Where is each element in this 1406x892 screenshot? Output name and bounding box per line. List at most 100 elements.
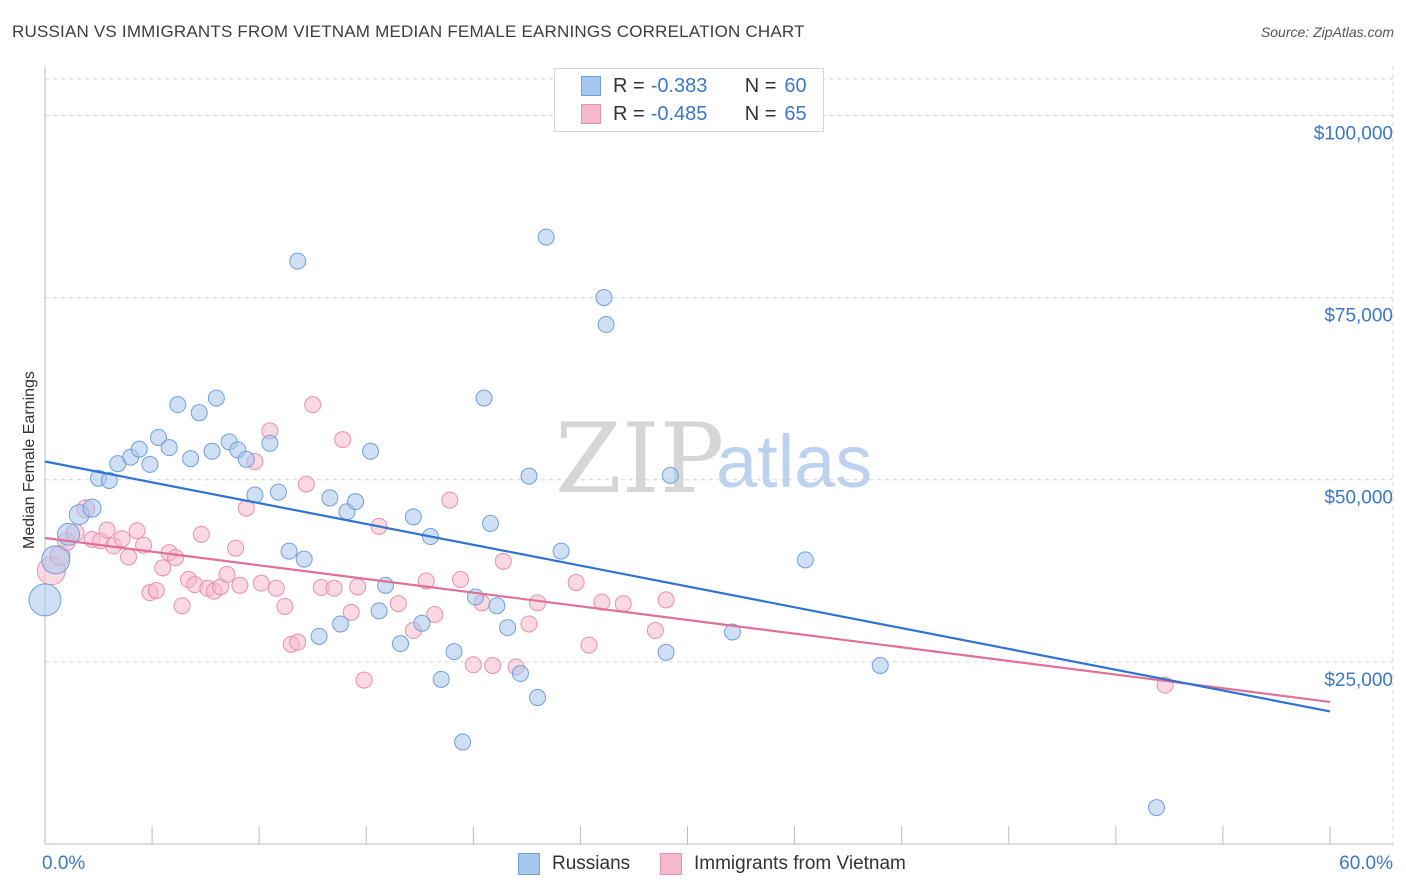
russians-point	[445, 643, 463, 661]
russians-points	[28, 228, 1166, 817]
vietnam-point	[297, 475, 315, 493]
russians-point	[130, 440, 148, 458]
bottom-legend-russians: Russians	[518, 852, 630, 876]
russians-point	[280, 542, 298, 560]
russians-point	[661, 466, 679, 484]
russians-point	[537, 228, 555, 246]
vietnam-point	[464, 656, 482, 674]
russians-point	[404, 508, 422, 526]
vietnam-point	[389, 595, 407, 613]
russians-trend-line	[44, 460, 1331, 713]
vietnam-point	[120, 548, 138, 566]
russians-point	[82, 498, 102, 518]
vietnam-trend-line	[44, 536, 1331, 704]
vietnam-swatch	[581, 104, 601, 124]
y-tick-label: $50,000	[1324, 488, 1393, 509]
vietnam-point	[484, 657, 502, 674]
vietnam-point	[441, 491, 459, 509]
russians-point	[160, 439, 178, 457]
watermark-atlas: atlas	[716, 420, 872, 503]
russians-point	[871, 657, 889, 674]
x-tick-label-min: 0.0%	[42, 853, 85, 874]
russians-point	[269, 483, 287, 501]
russians-point	[475, 389, 493, 407]
russians-point	[332, 615, 350, 633]
russians-point	[529, 689, 547, 707]
vietnam-legend-swatch	[660, 853, 682, 875]
russians-point	[190, 404, 208, 422]
russians-point	[169, 396, 187, 414]
russians-n-label: N =	[744, 74, 777, 97]
vietnam-r-label: R =	[613, 102, 645, 125]
legend-row-vietnam: R = -0.485 N = 65	[581, 101, 807, 127]
russians-point	[150, 428, 168, 446]
vietnam-point	[167, 549, 185, 567]
vietnam-point	[98, 521, 116, 539]
russians-point	[499, 619, 517, 637]
vietnam-point	[218, 565, 236, 583]
russians-point	[362, 442, 380, 460]
vietnam-point	[113, 530, 131, 548]
legend-row-russians: R = -0.383 N = 60	[581, 73, 807, 99]
russians-r-label: R =	[613, 74, 645, 97]
vietnam-point	[417, 572, 435, 590]
vietnam-point	[529, 594, 547, 612]
vietnam-point	[276, 597, 294, 615]
vietnam-point	[342, 603, 360, 621]
russians-point	[182, 450, 200, 468]
vietnam-point	[227, 539, 245, 557]
vietnam-point	[349, 578, 367, 596]
vietnam-point	[154, 559, 172, 577]
source-label: Source: ZipAtlas.com	[1260, 24, 1394, 40]
russians-point	[511, 665, 529, 683]
russians-point	[100, 471, 118, 489]
vietnam-point	[657, 591, 675, 609]
russians-point	[488, 597, 506, 615]
russians-point	[595, 289, 613, 307]
russians-point	[520, 467, 538, 485]
y-tick-label: $75,000	[1324, 306, 1393, 327]
vietnam-point	[494, 552, 512, 570]
tick-labels: $25,000 $50,000 $75,000 $100,000 0.0% 60.0%	[42, 123, 1393, 874]
russians-point	[203, 442, 221, 460]
bottom-legend-vietnam: Immigrants from Vietnam	[660, 852, 906, 876]
stats-legend: R = -0.383 N = 60 R = -0.485 N = 65	[554, 68, 824, 132]
vietnam-n-label: N =	[744, 102, 777, 125]
vietnam-point	[304, 396, 322, 414]
russians-point	[481, 514, 499, 532]
y-tick-label: $100,000	[1314, 123, 1393, 144]
russians-point	[261, 434, 279, 452]
vietnam-point	[192, 525, 210, 543]
y-tick-label: $25,000	[1324, 670, 1393, 691]
russians-point	[295, 550, 313, 568]
russians-point	[310, 627, 328, 645]
russians-point	[28, 583, 62, 617]
russians-point	[597, 316, 615, 334]
russians-legend-swatch	[518, 853, 540, 875]
russians-point	[796, 551, 814, 569]
vietnam-r-value: -0.485	[650, 102, 708, 125]
russians-point	[347, 493, 365, 511]
russians-point	[207, 389, 225, 407]
vietnam-point	[252, 574, 270, 592]
grid-lines	[45, 66, 1394, 844]
vietnam-point	[567, 573, 585, 591]
vietnam-legend-label: Immigrants from Vietnam	[694, 853, 906, 874]
russians-point	[432, 670, 450, 688]
vietnam-point	[325, 579, 343, 597]
russians-point	[392, 635, 410, 653]
russians-point	[321, 489, 339, 507]
vietnam-point	[355, 671, 373, 689]
vietnam-point	[267, 579, 285, 597]
trend-lines	[44, 460, 1331, 713]
vietnam-point	[646, 622, 664, 640]
vietnam-point	[128, 522, 146, 540]
russians-point	[289, 252, 307, 270]
vietnam-n-value: 65	[784, 102, 807, 125]
vietnam-point	[426, 606, 444, 623]
russians-legend-label: Russians	[552, 853, 631, 874]
axes	[44, 66, 1393, 845]
russians-point	[41, 545, 71, 575]
vietnam-point	[451, 571, 469, 589]
